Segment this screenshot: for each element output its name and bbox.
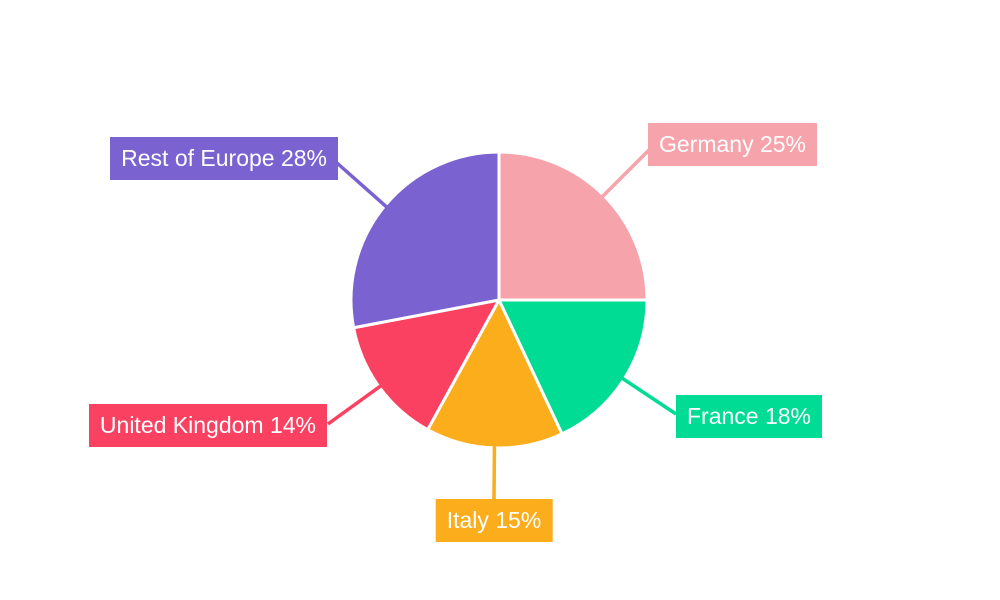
- slice-label-france: France 18%: [676, 395, 823, 438]
- pie-slice-rest-of-europe: [349, 150, 501, 330]
- leader-line-rest-of-europe: [335, 161, 389, 209]
- slice-label-germany: Germany 25%: [648, 123, 818, 166]
- leader-line-france: [620, 376, 677, 416]
- leader-line-united-kingdom: [326, 383, 383, 426]
- slice-label-rest-of-europe: Rest of Europe 28%: [110, 137, 338, 180]
- leader-line-germany: [600, 148, 651, 199]
- slice-label-italy: Italy 15%: [435, 499, 553, 542]
- slice-label-united-kingdom: United Kingdom 14%: [88, 404, 327, 447]
